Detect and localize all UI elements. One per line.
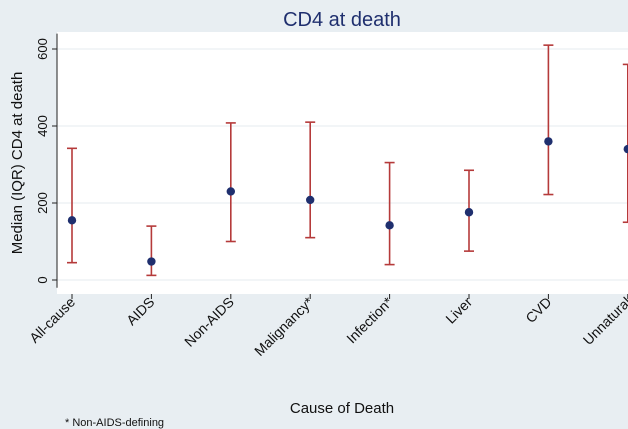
- median-point: [623, 144, 628, 154]
- x-axis-title: Cause of Death: [290, 400, 394, 417]
- chart-title: CD4 at death: [283, 9, 401, 31]
- error-bar-group: [543, 44, 554, 196]
- error-bar-group: [67, 147, 77, 264]
- error-bar-group: [384, 161, 395, 266]
- median-point: [226, 187, 235, 196]
- error-bar-group: [146, 225, 157, 277]
- y-tick-label: 600: [35, 38, 50, 60]
- plot-panel: [57, 32, 628, 294]
- median-point: [67, 216, 77, 225]
- median-point: [147, 257, 156, 266]
- y-tick-label: 0: [35, 276, 50, 283]
- footnote: * Non-AIDS-defining: [65, 417, 164, 429]
- median-point: [385, 221, 394, 230]
- y-tick-label: 200: [35, 192, 50, 214]
- y-tick-label: 400: [35, 115, 50, 137]
- y-axis: 0 200 400 600: [35, 33, 58, 288]
- error-bar-group: [464, 169, 474, 252]
- error-bar-group: [225, 122, 236, 243]
- y-axis-title: Median (IQR) CD4 at death: [9, 72, 26, 255]
- error-bar-group: [305, 121, 316, 239]
- median-point: [544, 137, 553, 146]
- median-point: [306, 195, 315, 205]
- median-point: [464, 208, 474, 217]
- grid-lines: [57, 48, 628, 281]
